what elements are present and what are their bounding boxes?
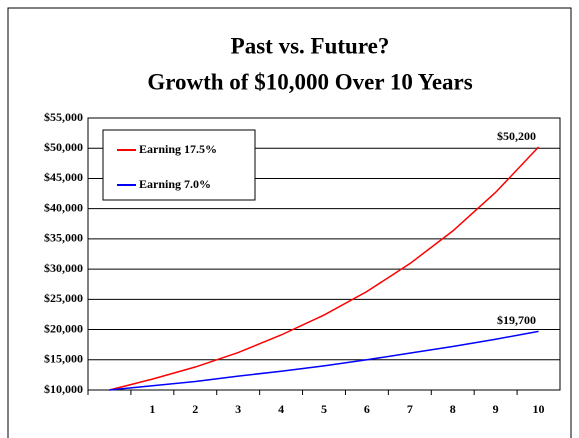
chart-title: Growth of $10,000 Over 10 Years — [147, 69, 472, 94]
y-tick-label: $20,000 — [44, 321, 83, 335]
x-tick-label: 4 — [278, 402, 284, 416]
x-tick-label: 1 — [149, 402, 155, 416]
x-tick-label: 3 — [235, 402, 241, 416]
y-tick-label: $45,000 — [44, 170, 83, 184]
y-tick-label: $15,000 — [44, 352, 83, 366]
y-tick-label: $50,000 — [44, 140, 83, 154]
y-tick-label: $30,000 — [44, 261, 83, 275]
chart-title: Past vs. Future? — [231, 33, 390, 58]
y-tick-label: $10,000 — [44, 382, 83, 396]
x-tick-label: 10 — [533, 402, 545, 416]
data-label: $19,700 — [497, 313, 536, 327]
series-line — [109, 330, 539, 391]
x-tick-label: 7 — [407, 402, 413, 416]
y-tick-label: $40,000 — [44, 200, 83, 214]
legend-label: Earning 17.5% — [139, 142, 217, 156]
y-tick-label: $55,000 — [44, 110, 83, 124]
y-tick-label: $35,000 — [44, 231, 83, 245]
x-tick-label: 8 — [450, 402, 456, 416]
legend-label: Earning 7.0% — [139, 177, 211, 191]
legend — [102, 129, 256, 201]
plot-area — [87, 117, 561, 391]
chart-frame — [7, 7, 572, 438]
x-tick-label: 5 — [321, 402, 327, 416]
series-line — [109, 146, 540, 391]
x-tick-label: 9 — [493, 402, 499, 416]
x-tick-label: 2 — [192, 402, 198, 416]
y-tick-label: $25,000 — [44, 291, 83, 305]
data-label: $50,200 — [497, 129, 536, 143]
x-tick-label: 6 — [364, 402, 370, 416]
